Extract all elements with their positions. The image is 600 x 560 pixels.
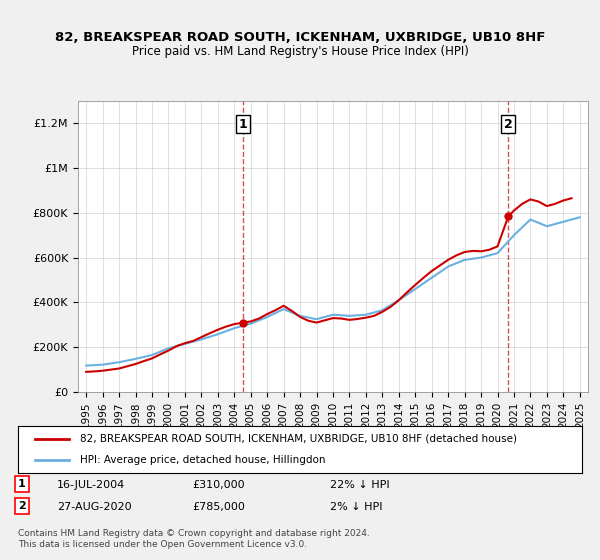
Text: 16-JUL-2004: 16-JUL-2004 xyxy=(57,480,125,490)
Text: £785,000: £785,000 xyxy=(192,502,245,512)
Text: £310,000: £310,000 xyxy=(192,480,245,490)
Text: 82, BREAKSPEAR ROAD SOUTH, ICKENHAM, UXBRIDGE, UB10 8HF (detached house): 82, BREAKSPEAR ROAD SOUTH, ICKENHAM, UXB… xyxy=(80,434,517,444)
Text: HPI: Average price, detached house, Hillingdon: HPI: Average price, detached house, Hill… xyxy=(80,455,326,465)
Text: 2: 2 xyxy=(504,118,513,130)
Text: Contains HM Land Registry data © Crown copyright and database right 2024.
This d: Contains HM Land Registry data © Crown c… xyxy=(18,529,370,549)
Text: 2: 2 xyxy=(18,501,26,511)
Text: 82, BREAKSPEAR ROAD SOUTH, ICKENHAM, UXBRIDGE, UB10 8HF: 82, BREAKSPEAR ROAD SOUTH, ICKENHAM, UXB… xyxy=(55,31,545,44)
Text: 22% ↓ HPI: 22% ↓ HPI xyxy=(330,480,389,490)
Text: 1: 1 xyxy=(239,118,248,130)
Text: Price paid vs. HM Land Registry's House Price Index (HPI): Price paid vs. HM Land Registry's House … xyxy=(131,45,469,58)
Text: 27-AUG-2020: 27-AUG-2020 xyxy=(57,502,131,512)
Text: 1: 1 xyxy=(18,479,26,489)
Text: 2% ↓ HPI: 2% ↓ HPI xyxy=(330,502,383,512)
